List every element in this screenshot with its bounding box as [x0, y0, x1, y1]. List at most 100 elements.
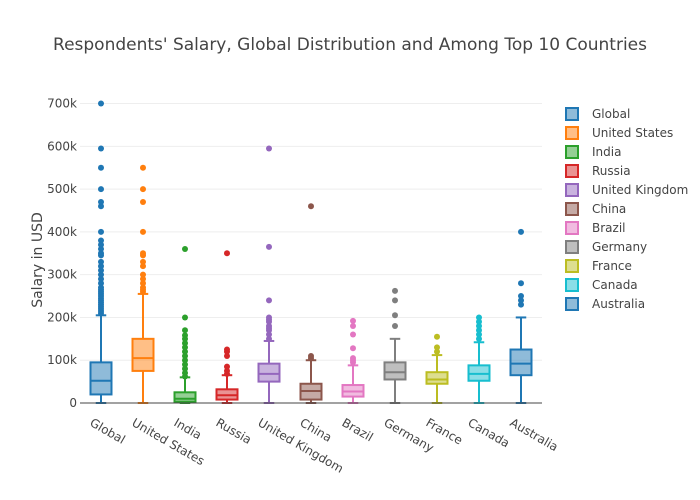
y-tick-label: 500k — [47, 182, 77, 196]
gridlines — [80, 103, 542, 361]
y-tick-label: 600k — [47, 139, 77, 153]
legend-item[interactable]: China — [565, 202, 626, 216]
legend-swatch — [565, 107, 579, 121]
outlier-point — [98, 267, 104, 274]
outlier-point — [140, 250, 146, 257]
iqr-box — [383, 361, 407, 381]
box-russia[interactable] — [215, 250, 239, 404]
outlier-point — [98, 145, 104, 152]
outlier-point — [434, 333, 440, 340]
legend-swatch — [565, 278, 579, 292]
legend-item[interactable]: Canada — [565, 278, 638, 292]
outlier-point — [98, 100, 104, 107]
outlier-point — [266, 323, 272, 329]
outlier-point — [476, 314, 482, 321]
legend-item[interactable]: Brazil — [565, 221, 626, 235]
y-tick-label: 200k — [47, 310, 77, 324]
outlier-point — [518, 301, 524, 308]
outlier-point — [98, 263, 104, 270]
legend-label: Australia — [592, 297, 645, 311]
outlier-point — [182, 348, 188, 355]
outlier-point — [98, 258, 104, 265]
iqr-box — [131, 337, 155, 372]
box-germany[interactable] — [383, 287, 407, 404]
outlier-point — [518, 280, 524, 287]
outlier-point — [350, 355, 356, 362]
outlier-point — [98, 271, 104, 278]
outlier-point — [266, 297, 272, 304]
outlier-point — [140, 164, 146, 171]
outlier-point — [224, 250, 230, 257]
outlier-point — [392, 287, 398, 294]
legend-label: Canada — [592, 278, 638, 292]
legend-label: Brazil — [592, 221, 626, 235]
outlier-point — [182, 361, 188, 368]
y-tick-label: 100k — [47, 353, 77, 367]
axes: 0 100k 200k 300k 400k 500k 600k 700k Global Unite… — [47, 97, 560, 476]
outlier-point — [518, 228, 524, 235]
legend-swatch — [565, 202, 579, 216]
outlier-point — [98, 237, 104, 244]
box-india[interactable] — [173, 246, 197, 404]
outlier-point — [518, 297, 524, 304]
legend-item[interactable]: Russia — [565, 164, 631, 178]
legend-item[interactable]: Germany — [565, 240, 647, 254]
iqr-box — [509, 348, 533, 377]
x-tick-label: Russia — [214, 415, 254, 446]
outlier-point — [182, 357, 188, 364]
box-global[interactable] — [89, 100, 113, 404]
legend[interactable]: Global United States India Russia United Kin… — [565, 107, 688, 311]
outlier-point — [224, 346, 230, 353]
legend-label: China — [592, 202, 626, 216]
box-china[interactable] — [299, 203, 323, 404]
legend-swatch — [565, 145, 579, 159]
box-brazil[interactable] — [341, 317, 365, 404]
legend-swatch — [565, 126, 579, 140]
legend-item[interactable]: India — [565, 145, 621, 159]
box-canada[interactable] — [467, 314, 491, 404]
x-tick-label: Global — [88, 415, 128, 446]
legend-swatch — [565, 183, 579, 197]
legend-item[interactable]: Global — [565, 107, 630, 121]
outlier-point — [98, 250, 104, 257]
outlier-point — [98, 275, 104, 282]
outlier-point — [140, 271, 146, 278]
legend-label: Russia — [592, 164, 631, 178]
legend-label: Global — [592, 107, 630, 121]
legend-swatch — [565, 297, 579, 311]
outlier-point — [518, 293, 524, 300]
outlier-point — [350, 323, 356, 329]
iqr-box — [89, 361, 113, 396]
legend-label: United States — [592, 126, 673, 140]
outlier-point — [182, 352, 188, 359]
x-tick-label: United States — [130, 415, 207, 468]
outlier-point — [98, 280, 104, 287]
x-tick-label: Australia — [508, 415, 561, 454]
legend-label: Germany — [592, 240, 647, 254]
outlier-point — [224, 363, 230, 370]
outlier-point — [98, 198, 104, 205]
outlier-point — [98, 241, 104, 248]
outlier-point — [182, 314, 188, 321]
outlier-point — [266, 335, 272, 342]
outlier-point — [98, 284, 104, 291]
box-united-states[interactable] — [131, 164, 155, 404]
legend-item[interactable]: United States — [565, 126, 673, 140]
outlier-point — [182, 365, 188, 372]
outlier-point — [266, 331, 272, 338]
box-australia[interactable] — [509, 228, 533, 404]
outlier-point — [434, 344, 440, 351]
legend-item[interactable]: France — [565, 259, 632, 273]
legend-swatch — [565, 164, 579, 178]
outlier-point — [308, 352, 314, 359]
outlier-point — [98, 228, 104, 235]
outlier-point — [476, 335, 482, 342]
box-united-kingdom[interactable] — [257, 145, 281, 404]
y-tick-label: 300k — [47, 268, 77, 282]
outlier-point — [140, 258, 146, 265]
box-france[interactable] — [425, 333, 449, 404]
legend-item[interactable]: United Kingdom — [565, 183, 688, 197]
legend-item[interactable]: Australia — [565, 297, 645, 311]
legend-label: United Kingdom — [592, 183, 688, 197]
legend-swatch — [565, 240, 579, 254]
